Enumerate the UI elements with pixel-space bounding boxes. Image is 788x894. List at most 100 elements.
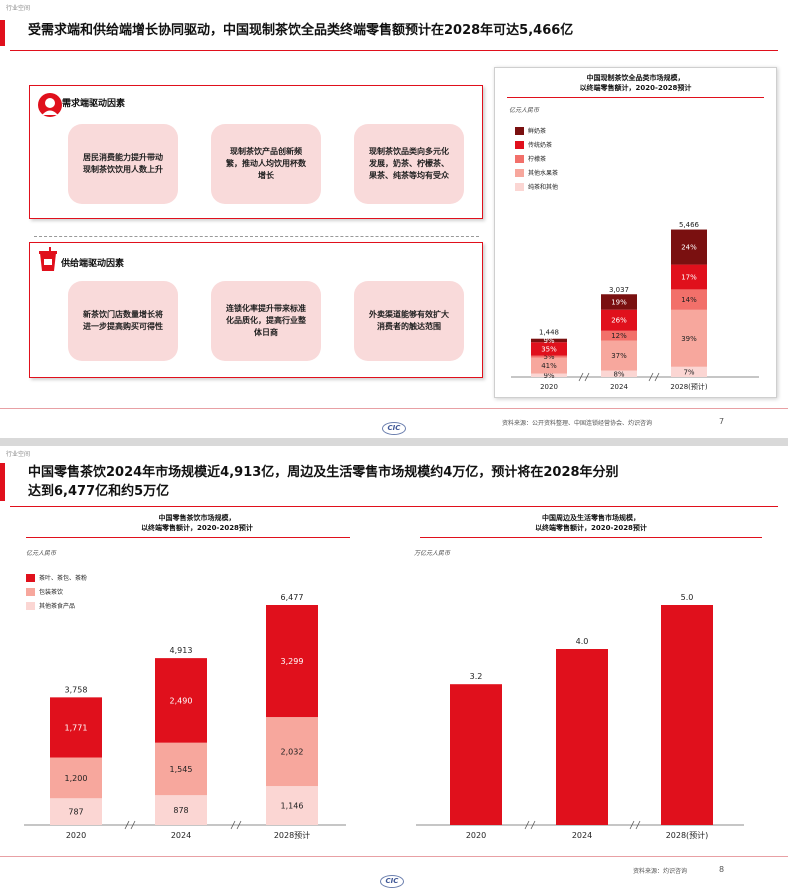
legend-swatch xyxy=(515,126,524,135)
legend-swatch xyxy=(515,140,524,149)
title-accent-bar xyxy=(0,20,5,46)
title-rule xyxy=(10,506,778,507)
bar-segment xyxy=(531,373,567,377)
demand-card-1: 居民消费能力提升带动现制茶饮饮用人数上升 xyxy=(68,124,178,204)
chart-title-rule xyxy=(26,537,350,538)
bar-segment xyxy=(671,366,707,377)
title-rule xyxy=(10,50,778,51)
data-label: 35% xyxy=(541,345,557,353)
axis-break-mark xyxy=(524,820,530,830)
legend-swatch xyxy=(26,573,35,582)
axis-break-mark xyxy=(130,820,136,830)
x-tick-label: 2024 xyxy=(572,831,592,840)
cic-logo: CIC xyxy=(380,875,404,888)
bar-value-label: 4.0 xyxy=(576,637,589,646)
demand-panel: 需求端驱动因素 居民消费能力提升带动现制茶饮饮用人数上升 现制茶饮产品创新频繁，… xyxy=(29,85,483,219)
legend-item: 传统奶茶 xyxy=(515,140,552,149)
data-label: 787 xyxy=(68,808,83,817)
bar xyxy=(556,649,608,825)
bar-segment xyxy=(50,757,102,799)
chart-plot: 9%41%5%35%9%1,44820208%37%12%26%19%3,037… xyxy=(511,221,759,391)
axis-break-mark xyxy=(654,372,660,382)
demand-panel-title: 需求端驱动因素 xyxy=(62,99,126,109)
axis-break-mark xyxy=(530,820,536,830)
x-tick-label: 2028(预计) xyxy=(666,830,709,840)
axis-break-mark xyxy=(648,372,654,382)
x-tick-label: 2024 xyxy=(610,383,628,391)
x-tick-label: 2024 xyxy=(171,831,191,840)
data-label: 14% xyxy=(681,296,697,304)
data-label: 7% xyxy=(683,368,694,376)
legend-label: 茶叶、茶包、茶粉 xyxy=(39,575,88,582)
bar-segment xyxy=(671,309,707,367)
bar-segment xyxy=(601,294,637,310)
legend-item: 包装茶饮 xyxy=(26,587,63,596)
bar-segment xyxy=(531,342,567,356)
chart-title-rule xyxy=(507,97,764,98)
drink-cup-icon xyxy=(39,247,57,271)
data-label: 12% xyxy=(611,332,627,340)
axis-break-mark xyxy=(124,820,130,830)
bar-segment xyxy=(155,742,207,796)
chart-unit: 亿元人民币 xyxy=(26,550,57,557)
title-accent-bar xyxy=(0,463,5,501)
bar-segment xyxy=(671,229,707,265)
bar-segment xyxy=(531,355,567,358)
supply-card-2: 连锁化率提升带来标准化品质化，提高行业整体日商 xyxy=(211,281,321,361)
demand-card-2: 现制茶饮产品创新频繁，推动人均饮用杯数增长 xyxy=(211,124,321,204)
legend-label: 鲜奶茶 xyxy=(528,128,547,135)
bar-value-label: 5.0 xyxy=(681,593,694,602)
legend-label: 其他水果茶 xyxy=(528,170,559,177)
bar xyxy=(450,684,502,825)
bar-segment xyxy=(155,658,207,743)
x-tick-label: 2028预计 xyxy=(274,830,310,840)
legend-swatch xyxy=(26,601,35,610)
data-label: 5% xyxy=(543,353,554,361)
chart-unit: 亿元人民币 xyxy=(509,107,540,114)
footer-rule xyxy=(0,408,788,409)
bar-total-label: 1,448 xyxy=(539,328,559,336)
data-label: 8% xyxy=(613,370,624,378)
bar-segment xyxy=(601,330,637,341)
data-label: 1,771 xyxy=(65,723,88,732)
section-tag: 行业空间 xyxy=(6,451,31,458)
chart-peripheral-retail: 中国周边及生活零售市场规模， 以终端零售额计，2020-2028预计 万亿元人民币… xyxy=(394,506,788,846)
data-label: 1,200 xyxy=(65,774,88,783)
supply-card-1: 新茶饮门店数量增长将进一步提高购买可得性 xyxy=(68,281,178,361)
legend-item: 柠檬茶 xyxy=(515,154,546,163)
legend-swatch xyxy=(515,182,524,191)
chart-plot: 3.2 2020 4.0 2024 5.0 2028(预计) xyxy=(416,593,744,840)
legend-swatch xyxy=(26,587,35,596)
legend-swatch xyxy=(515,168,524,177)
legend-swatch xyxy=(515,154,524,163)
supply-panel: 供给端驱动因素 新茶饮门店数量增长将进一步提高购买可得性 连锁化率提升带来标准化… xyxy=(29,242,483,378)
bar-segment xyxy=(671,264,707,290)
data-label: 1,545 xyxy=(170,765,193,774)
source-note: 资料来源：灼识咨询 xyxy=(633,868,688,875)
bar-segment xyxy=(601,309,637,331)
data-label: 1,146 xyxy=(281,802,304,811)
bar-total-label: 6,477 xyxy=(281,593,304,602)
legend-label: 其他茶食产品 xyxy=(39,603,76,610)
bar-segment xyxy=(50,798,102,825)
demand-card-3: 现制茶饮品类向多元化发展，奶茶、柠檬茶、果茶、纯茶等均有受众 xyxy=(354,124,464,204)
chart-title: 中国现制茶饮全品类市场规模， 以终端零售额计，2020-2028预计 xyxy=(579,74,692,92)
slide-title-line-2: 达到6,477亿和约5万亿 xyxy=(28,484,170,499)
data-label: 26% xyxy=(611,317,627,325)
data-label: 41% xyxy=(541,362,557,370)
chart-plot: 787 1,200 1,771 3,758 2020 878 1,545 2,490 4,913… xyxy=(24,593,346,840)
x-tick-label: 2028(预计) xyxy=(670,382,708,391)
bar-segment xyxy=(266,717,318,787)
bar-segment xyxy=(50,697,102,758)
bar-segment xyxy=(601,370,637,377)
legend-item: 纯茶和其他 xyxy=(515,182,558,191)
data-label: 9% xyxy=(543,337,554,345)
data-label: 24% xyxy=(681,244,697,252)
data-label: 17% xyxy=(681,273,697,281)
x-tick-label: 2020 xyxy=(66,831,86,840)
legend-item: 其他水果茶 xyxy=(515,168,558,177)
slide-title: 受需求端和供给端增长协同驱动，中国现制茶饮全品类终端零售额预计在2028年可达5… xyxy=(28,23,574,38)
data-label: 19% xyxy=(611,298,627,306)
chart-title: 中国周边及生活零售市场规模， 以终端零售额计，2020-2028预计 xyxy=(535,514,647,532)
bar-segment xyxy=(155,795,207,825)
